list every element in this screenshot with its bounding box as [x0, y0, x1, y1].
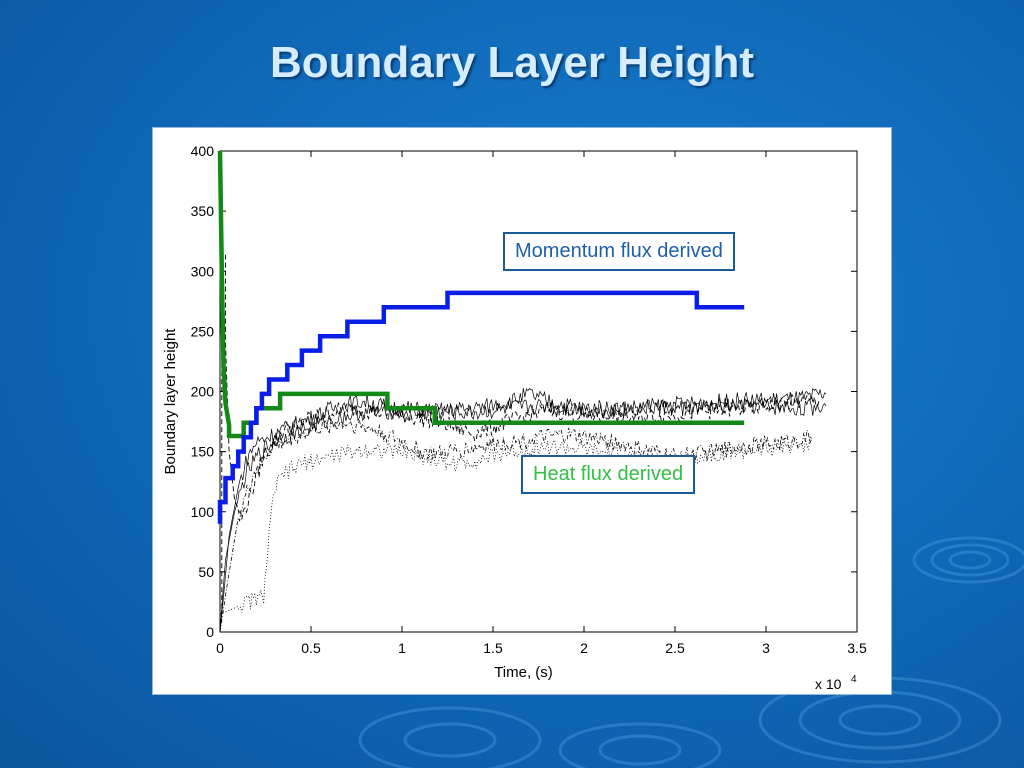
heat-flux-callout: Heat flux derived [521, 455, 696, 494]
y-tick-label: 250 [191, 323, 215, 339]
series-line-4 [219, 397, 827, 633]
x-tick-label: 3 [762, 640, 770, 656]
series-line-0 [217, 290, 745, 524]
x-tick-label: 0 [216, 640, 224, 656]
x-exponent-label: x 10 [815, 676, 842, 692]
momentum-flux-callout-text: Momentum flux derived [515, 240, 723, 262]
x-axis-label: Time, (s) [494, 664, 553, 681]
y-tick-label: 200 [191, 384, 215, 400]
heat-flux-callout-text: Heat flux derived [533, 463, 684, 485]
y-tick-label: 100 [191, 504, 215, 520]
y-axis-label: Boundary layer height [162, 328, 179, 475]
series-line-6 [219, 435, 812, 615]
chart-svg: 0 0.5 1 1.5 2 2.5 3 3.5 0 50 100 150 200 250 300 350 400… [162, 143, 867, 692]
y-tick-label: 150 [191, 444, 215, 460]
x-tick-label: 0.5 [301, 640, 321, 656]
y-tick-label: 0 [206, 624, 214, 640]
y-tick-label: 300 [191, 263, 215, 279]
y-tick-label: 350 [191, 203, 215, 219]
y-tick-label: 400 [191, 143, 215, 159]
x-tick-label: 1.5 [483, 640, 503, 656]
chart-figure: 0 0.5 1 1.5 2 2.5 3 3.5 0 50 100 150 200 250 300 350 400… [152, 127, 892, 695]
series-line-5 [219, 417, 812, 633]
slide-title: Boundary Layer Height [269, 38, 755, 87]
x-exponent-power: 4 [851, 674, 857, 685]
y-tick-label: 50 [198, 564, 214, 580]
x-tick-label: 1 [398, 640, 406, 656]
plot-frame [219, 150, 858, 633]
x-tick-label: 3.5 [847, 640, 867, 656]
x-tick-label: 2.5 [665, 640, 685, 656]
momentum-flux-callout: Momentum flux derived [503, 232, 735, 271]
x-tick-label: 2 [580, 640, 588, 656]
